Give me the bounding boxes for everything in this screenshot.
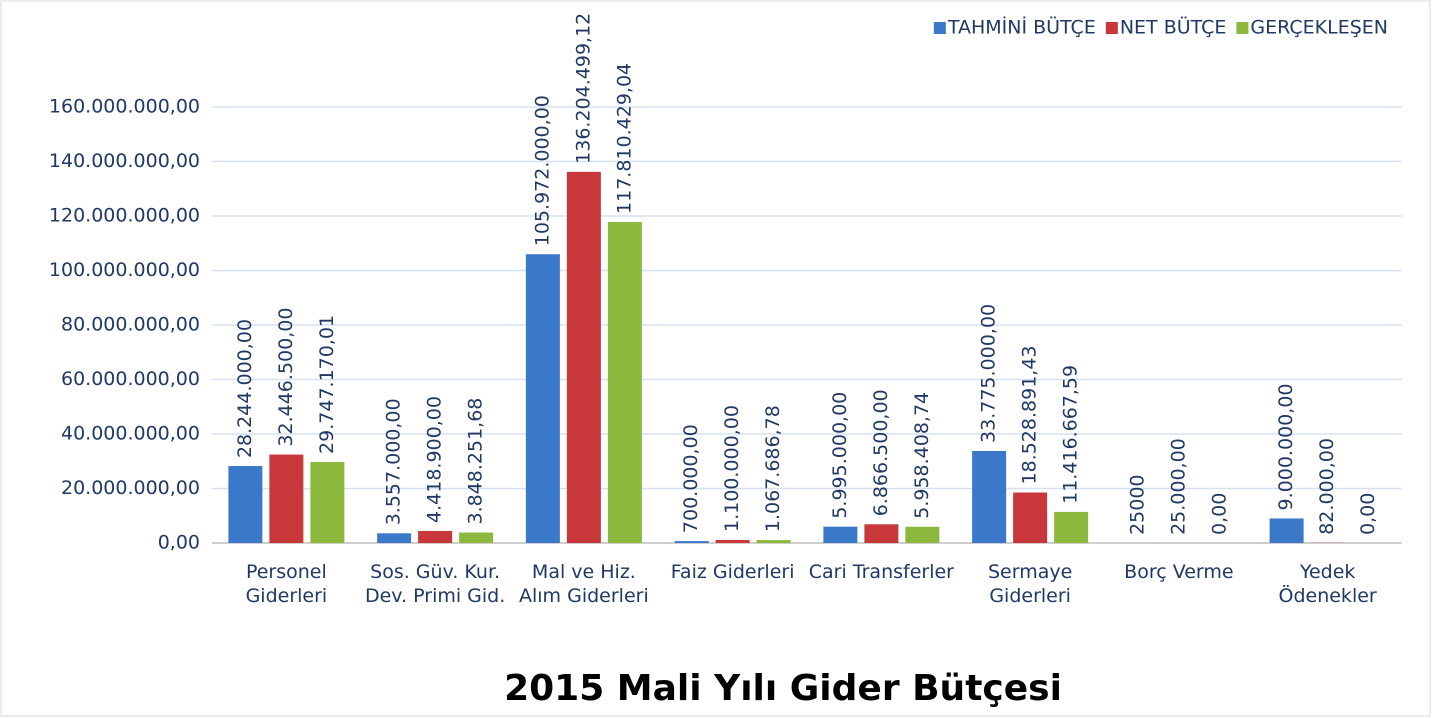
legend-label: TAHMİNİ BÜTÇE <box>947 16 1096 39</box>
y-tick-label: 60.000.000,00 <box>61 368 200 390</box>
y-tick-label: 100.000.000,00 <box>49 259 200 281</box>
value-label: 9.000.000,00 <box>1275 384 1297 511</box>
x-tick-label: Faiz Giderleri <box>670 561 795 583</box>
legend-swatch <box>1105 22 1118 34</box>
value-label: 25.000,00 <box>1167 438 1189 535</box>
bar <box>756 540 791 543</box>
x-tick-label: Borç Verme <box>1124 561 1234 583</box>
legend-swatch <box>1236 22 1249 34</box>
bar <box>607 221 642 543</box>
value-label: 3.557.000,00 <box>383 398 405 525</box>
bar <box>310 461 345 543</box>
value-label: 11.416.667,59 <box>1060 365 1082 504</box>
bar <box>377 533 412 543</box>
y-tick-label: 140.000.000,00 <box>49 150 200 172</box>
bar <box>1013 492 1048 543</box>
value-label: 0,00 <box>1208 493 1230 535</box>
value-label: 117.810.429,04 <box>613 63 635 214</box>
bar <box>1054 511 1089 543</box>
bar <box>715 540 750 543</box>
y-tick-label: 120.000.000,00 <box>49 205 200 227</box>
value-label: 105.972.000,00 <box>531 95 553 246</box>
x-tick-label: Personel Giderleri <box>245 561 328 607</box>
chart-title: 2015 Mali Yılı Gider Bütçesi <box>504 668 1062 709</box>
bar <box>228 466 263 543</box>
bar <box>905 526 940 543</box>
value-label: 6.866.500,00 <box>870 389 892 516</box>
y-tick-label: 160.000.000,00 <box>49 96 200 118</box>
value-label: 25000 <box>1126 474 1148 534</box>
bar <box>823 526 858 543</box>
bar <box>674 541 709 543</box>
value-label: 3.848.251,68 <box>465 398 487 525</box>
y-tick-label: 20.000.000,00 <box>61 477 200 499</box>
value-label: 5.995.000,00 <box>829 392 851 519</box>
value-label: 1.067.686,78 <box>762 405 784 532</box>
bar <box>459 532 494 543</box>
bar <box>864 524 899 543</box>
bar <box>566 171 601 543</box>
value-label: 32.446.500,00 <box>275 308 297 447</box>
x-tick-label: Mal ve Hiz. Alım Giderleri <box>519 561 649 607</box>
x-tick-label: Cari Transferler <box>808 561 954 583</box>
y-tick-label: 40.000.000,00 <box>61 423 200 445</box>
x-tick-label: Sermaye Giderleri <box>987 561 1073 607</box>
legend-swatch <box>933 22 946 34</box>
value-label: 29.747.170,01 <box>316 315 338 454</box>
legend-label: GERÇEKLEŞEN <box>1250 17 1388 39</box>
value-label: 0,00 <box>1357 493 1379 535</box>
y-tick-label: 0,00 <box>158 532 200 554</box>
value-label: 136.204.499,12 <box>572 13 594 164</box>
value-label: 82.000,00 <box>1316 438 1338 535</box>
value-label: 33.775.000,00 <box>978 304 1000 443</box>
bar <box>269 454 304 543</box>
legend-label: NET BÜTÇE <box>1120 16 1227 39</box>
value-label: 5.958.408,74 <box>911 392 933 519</box>
x-tick-label: Sos. Güv. Kur. Dev. Primi Gid. <box>364 561 506 607</box>
value-label: 18.528.891,43 <box>1019 345 1041 484</box>
x-tick-label: Yedek Ödenekler <box>1278 561 1377 607</box>
y-tick-label: 80.000.000,00 <box>61 314 200 336</box>
value-label: 1.100.000,00 <box>721 405 743 532</box>
bar <box>972 450 1007 543</box>
bar <box>1269 518 1304 543</box>
value-label: 4.418.900,00 <box>424 396 446 523</box>
value-label: 700.000,00 <box>680 424 702 533</box>
bar <box>525 254 560 543</box>
value-label: 28.244.000,00 <box>234 319 256 458</box>
bar <box>418 530 453 543</box>
